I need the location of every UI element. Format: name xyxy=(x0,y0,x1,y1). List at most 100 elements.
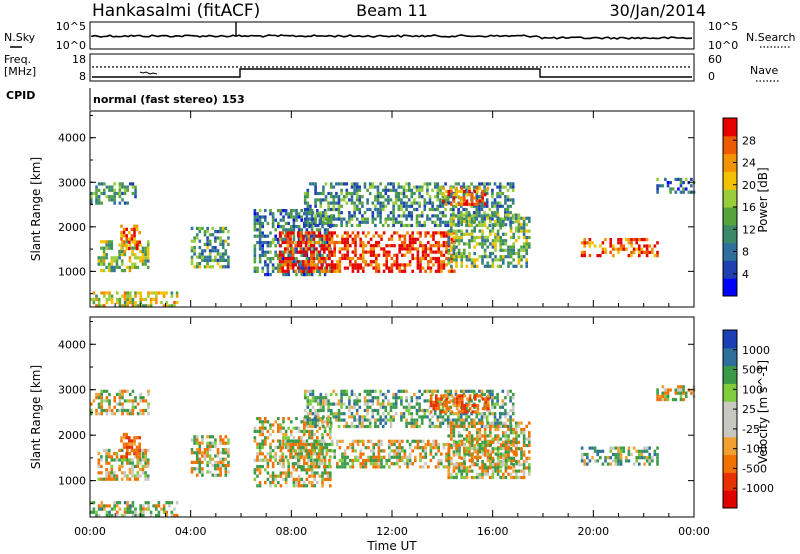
freq-line xyxy=(92,68,692,78)
heatmap-cell xyxy=(473,235,476,240)
heatmap-cell xyxy=(292,260,296,264)
heatmap-cell xyxy=(499,242,502,246)
heatmap-cell xyxy=(271,237,275,241)
heatmap-cell xyxy=(450,189,453,194)
heatmap-cell xyxy=(491,229,495,233)
heatmap-cell xyxy=(656,391,659,395)
heatmap-cell xyxy=(342,198,346,202)
heatmap-cell xyxy=(146,474,150,478)
heatmap-cell xyxy=(419,240,422,245)
heatmap-cell xyxy=(216,262,220,266)
heatmap-cell xyxy=(450,443,453,448)
heatmap-cell xyxy=(198,226,202,230)
heatmap-cell xyxy=(635,459,638,463)
heatmap-cell xyxy=(424,250,427,254)
heatmap-cell xyxy=(473,437,476,441)
heatmap-cell xyxy=(303,273,306,277)
heatmap-cell xyxy=(299,231,303,235)
heatmap-cell xyxy=(306,421,310,425)
heatmap-cell xyxy=(426,415,429,419)
heatmap-cell xyxy=(520,264,523,268)
heatmap-cell xyxy=(358,399,362,403)
heatmap-cell xyxy=(380,234,383,238)
heatmap-cell xyxy=(509,245,513,249)
heatmap-cell xyxy=(330,231,334,235)
heatmap-cell xyxy=(517,447,521,451)
heatmap-cell xyxy=(198,467,202,471)
heatmap-cell xyxy=(261,426,264,430)
heatmap-cell xyxy=(394,402,398,406)
heatmap-cell xyxy=(484,442,487,447)
heatmap-cell xyxy=(320,266,323,270)
heatmap-cell xyxy=(264,273,267,277)
heatmap-cell xyxy=(506,182,510,186)
heatmap-cell xyxy=(310,481,314,485)
heatmap-cell xyxy=(374,424,377,429)
heatmap-cell xyxy=(419,231,422,235)
heatmap-cell xyxy=(460,434,463,438)
heatmap-cell xyxy=(329,471,332,475)
heatmap-cell xyxy=(478,199,482,203)
heatmap-cell xyxy=(372,244,375,248)
heatmap-cell xyxy=(346,266,349,270)
heatmap-cell xyxy=(264,458,267,462)
heatmap-cell xyxy=(401,234,404,238)
heatmap-cell xyxy=(684,391,688,395)
heatmap-cell xyxy=(122,436,126,440)
heatmap-cell xyxy=(496,421,499,425)
heatmap-cell xyxy=(162,294,166,298)
heatmap-cell xyxy=(221,246,225,250)
heatmap-cell xyxy=(445,452,448,456)
heatmap-cell xyxy=(323,273,327,277)
heatmap-cell xyxy=(619,238,623,242)
heatmap-cell xyxy=(382,455,386,459)
heatmap-cell xyxy=(330,253,334,257)
heatmap-cell xyxy=(290,228,293,232)
heatmap-cell xyxy=(475,211,479,215)
velocity-region-3 xyxy=(90,501,179,518)
heatmap-cell xyxy=(118,297,122,301)
heatmap-cell xyxy=(432,244,435,248)
heatmap-cell xyxy=(279,471,283,475)
heatmap-cell xyxy=(269,433,272,437)
heatmap-cell xyxy=(380,462,383,466)
velocity-region-4 xyxy=(190,435,230,477)
heatmap-cell xyxy=(494,424,497,428)
heatmap-cell xyxy=(478,399,481,403)
heatmap-cell xyxy=(390,455,394,459)
heatmap-cell xyxy=(133,436,136,440)
heatmap-cell xyxy=(108,297,111,301)
velocity-heatmap-data xyxy=(90,385,696,518)
heatmap-cell xyxy=(336,442,339,447)
heatmap-cell xyxy=(413,405,416,409)
heatmap-cell xyxy=(321,420,324,424)
heatmap-cell xyxy=(509,182,512,186)
heatmap-cell xyxy=(437,247,440,251)
heatmap-cell xyxy=(341,439,344,443)
heatmap-cell xyxy=(494,219,497,224)
heatmap-cell xyxy=(193,246,196,250)
heatmap-cell xyxy=(473,219,476,224)
heatmap-cell xyxy=(491,191,494,196)
heatmap-cell xyxy=(328,458,331,463)
heatmap-cell xyxy=(447,450,450,454)
heatmap-cell xyxy=(274,253,277,257)
heatmap-cell xyxy=(337,207,341,212)
heatmap-cell xyxy=(415,421,419,425)
heatmap-cell xyxy=(227,236,230,240)
heatmap-cell xyxy=(300,452,303,456)
heatmap-cell xyxy=(455,193,458,197)
heatmap-cell xyxy=(303,389,307,393)
heatmap-cell xyxy=(433,220,437,224)
heatmap-cell xyxy=(353,182,356,186)
heatmap-cell xyxy=(282,273,285,277)
heatmap-cell xyxy=(323,209,327,213)
heatmap-cell xyxy=(476,440,479,444)
heatmap-cell xyxy=(100,392,103,397)
heatmap-cell xyxy=(304,250,308,254)
heatmap-cell xyxy=(175,513,179,518)
heatmap-cell xyxy=(428,198,432,202)
heatmap-cell xyxy=(122,231,126,235)
heatmap-cell xyxy=(90,402,93,406)
heatmap-cell xyxy=(320,260,323,264)
